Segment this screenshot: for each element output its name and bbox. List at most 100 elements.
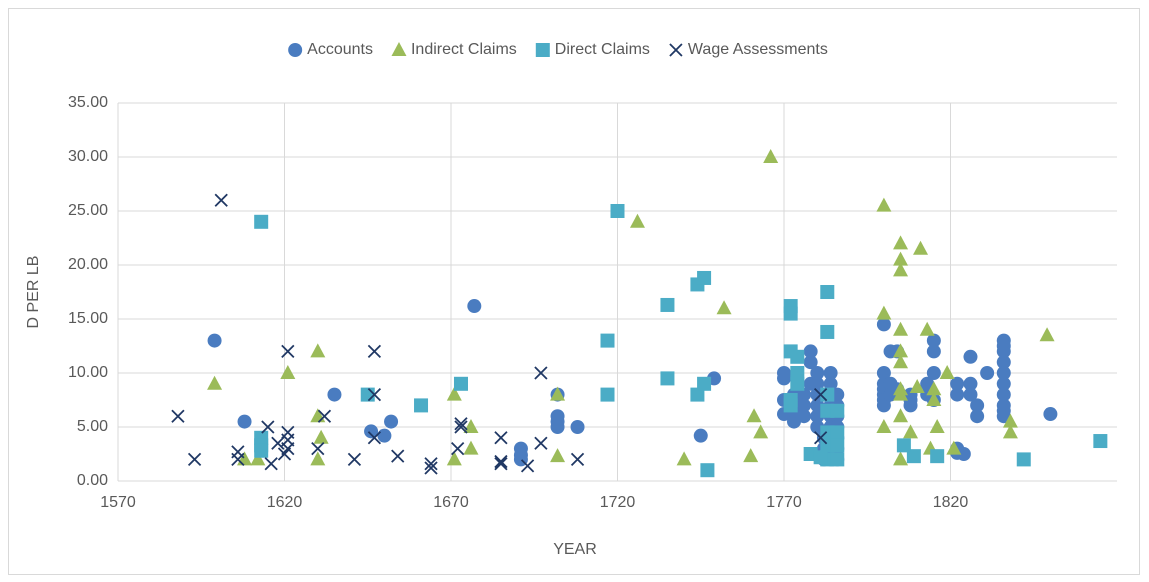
point [893,386,909,401]
x-tick-label: 1720 [600,494,636,511]
point [364,424,379,439]
point [367,387,382,402]
point [950,376,965,391]
point [700,463,715,478]
point [207,375,223,390]
point [250,451,266,466]
y-tick-label: 35.00 [68,94,108,111]
point [214,193,228,207]
point [996,387,1011,402]
point [963,376,978,391]
point [570,452,585,467]
point [743,448,759,463]
point [876,305,892,320]
point [946,440,962,455]
point [1043,407,1058,422]
y-axis-title: D PER LB [25,256,42,329]
point [980,366,995,380]
point [271,436,285,450]
point [929,419,945,433]
point [763,149,779,163]
point [876,398,891,413]
point [876,419,892,433]
point [311,441,325,456]
point [207,333,222,348]
point [424,461,438,475]
point [913,240,929,255]
x-tick-label: 1770 [766,494,802,511]
point [693,428,708,443]
point [876,197,892,212]
point [414,398,429,413]
point [996,376,1011,391]
point [746,408,762,423]
point [830,438,845,453]
point [391,449,405,463]
point [261,420,275,434]
point [534,366,548,380]
point [803,344,818,359]
y-tick-label: 10.00 [68,364,108,381]
point [570,420,585,434]
point [463,440,479,455]
point [909,379,925,394]
point [494,457,508,471]
point [716,300,732,315]
point [893,354,909,369]
point [347,452,362,467]
x-tick-label: 1620 [267,494,303,511]
point [310,451,326,466]
point [254,443,269,458]
y-tick-label: 15.00 [68,310,108,327]
point [377,428,392,443]
point [939,365,955,379]
point [893,251,909,266]
point [790,366,805,380]
point [264,457,278,471]
point [313,429,329,444]
point [367,431,382,445]
point [520,459,535,473]
y-tick-label: 25.00 [68,202,108,219]
point [453,376,468,391]
legend-label: Accounts [307,41,373,58]
point [813,431,828,445]
point [790,349,805,364]
point [467,299,482,314]
chart-border [8,8,1140,575]
point [690,387,705,402]
point [903,424,919,439]
point [963,387,978,402]
point [600,387,615,402]
point [187,452,202,467]
point [956,447,971,461]
point [446,386,462,401]
x-axis-title: YEAR [553,541,597,558]
legend-item: Wage Assessments [669,41,828,58]
point [996,344,1011,359]
point [783,398,798,413]
point [171,409,185,423]
point [1093,434,1108,449]
point [494,431,508,445]
point [813,387,828,402]
point [830,452,845,467]
point [454,417,468,431]
legend-marker [288,43,303,57]
point [367,344,382,359]
point [254,214,269,229]
point [926,366,941,380]
point [893,262,909,277]
point [783,306,798,321]
point [893,451,909,466]
point [996,355,1011,370]
legend-marker [391,42,407,56]
point [494,454,508,469]
point [820,285,835,299]
point [893,408,909,423]
point [451,441,465,456]
point [550,448,566,463]
point [660,297,675,312]
x-tick-label: 1670 [433,494,469,511]
point [454,420,468,434]
